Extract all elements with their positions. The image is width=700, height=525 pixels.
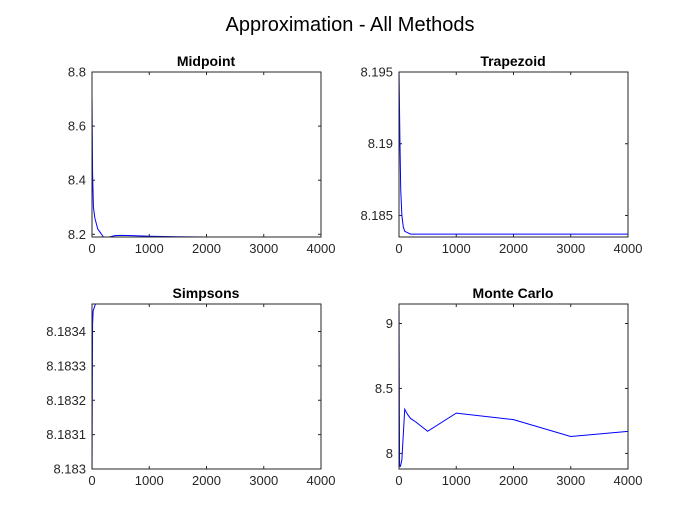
subplot-monte-carlo: Monte Carlo 0 1000 2000 3000 4000 8 8.5 9	[375, 285, 643, 488]
y-tick-label: 8	[386, 446, 393, 461]
x-tick-label: 3000	[249, 473, 278, 488]
y-tick-label: 8.1831	[46, 427, 86, 442]
x-tick-label: 0	[88, 241, 95, 256]
figure-title: Approximation - All Methods	[225, 14, 474, 36]
x-tick-label: 4000	[307, 473, 336, 488]
subplot-title: Trapezoid	[480, 53, 545, 69]
y-tick-label: 8.185	[360, 208, 393, 223]
tick-layer: 0 1000 2000 3000 4000 8.2 8.4 8.6 8.8	[68, 65, 336, 257]
subplot-title: Midpoint	[177, 53, 236, 69]
x-tick-label: 2000	[499, 473, 528, 488]
tick-layer: 0 1000 2000 3000 4000 8.183 8.1831 8.1832 8.1833…	[46, 304, 335, 488]
y-tick-label: 8.19	[368, 136, 393, 151]
series-line	[91, 99, 321, 238]
x-tick-label: 4000	[307, 241, 336, 256]
y-tick-label: 8.1832	[46, 393, 86, 408]
x-tick-label: 0	[395, 241, 402, 256]
x-tick-label: 1000	[135, 241, 164, 256]
series-line	[398, 310, 629, 467]
y-tick-label: 8.4	[68, 173, 86, 188]
subplot-midpoint: Midpoint 0 1000 2000 3000 4000 8.2 8.4 8.6 8.8	[68, 53, 336, 256]
x-tick-label: 0	[395, 473, 402, 488]
y-tick-label: 8.1834	[46, 324, 86, 339]
x-tick-label: 2000	[192, 241, 221, 256]
y-tick-label: 8.183	[53, 462, 86, 477]
series-line	[398, 71, 628, 235]
series-line	[91, 303, 321, 470]
y-tick-label: 8.6	[68, 119, 86, 134]
subplot-simpsons: Simpsons 0 1000 2000 3000 4000 8.183 8.1831 8.1…	[46, 285, 335, 488]
y-tick-label: 8.1833	[46, 358, 86, 373]
tick-layer: 0 1000 2000 3000 4000 8 8.5 9	[375, 304, 643, 488]
x-tick-label: 3000	[556, 241, 585, 256]
y-tick-label: 8.8	[68, 65, 86, 80]
subplot-title: Monte Carlo	[473, 285, 554, 301]
x-tick-label: 4000	[614, 241, 643, 256]
plot-frame	[398, 71, 629, 238]
x-tick-label: 2000	[499, 241, 528, 256]
plot-frame	[91, 71, 322, 238]
x-tick-label: 3000	[249, 241, 278, 256]
x-tick-label: 0	[88, 473, 95, 488]
x-tick-label: 2000	[192, 473, 221, 488]
y-tick-label: 8.195	[360, 65, 393, 80]
y-tick-label: 8.2	[68, 227, 86, 242]
x-tick-label: 1000	[442, 241, 471, 256]
tick-layer: 0 1000 2000 3000 4000 8.185 8.19 8.195	[360, 65, 642, 257]
subplot-trapezoid: Trapezoid 0 1000 2000 3000 4000 8.185 8.19 8.19…	[360, 53, 642, 256]
y-tick-label: 9	[386, 316, 393, 331]
x-tick-label: 3000	[556, 473, 585, 488]
plot-frame	[91, 303, 322, 470]
x-tick-label: 4000	[614, 473, 643, 488]
x-tick-label: 1000	[442, 473, 471, 488]
x-tick-label: 1000	[135, 473, 164, 488]
plot-frame	[398, 303, 629, 470]
subplot-title: Simpsons	[173, 285, 240, 301]
y-tick-label: 8.5	[375, 381, 393, 396]
